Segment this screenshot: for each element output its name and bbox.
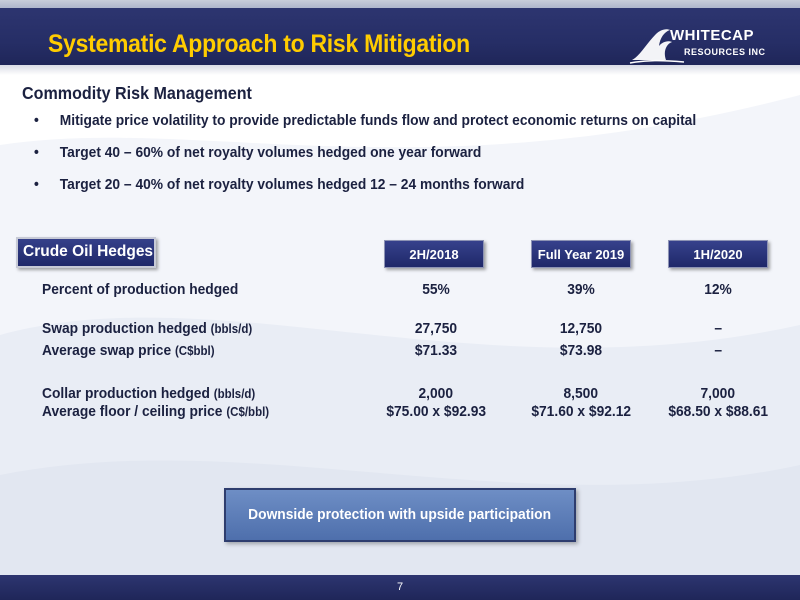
table-cell: 39% — [511, 281, 651, 298]
cell-value: 12,750 — [559, 320, 603, 337]
row-label-unit: (C$/bbl) — [226, 405, 270, 419]
table-cell: 7,000 — [648, 385, 788, 402]
bullet-item: • Target 40 – 60% of net royalty volumes … — [34, 144, 481, 161]
page-number: 7 — [396, 581, 404, 593]
row-label-unit: (bbls/d) — [213, 387, 256, 401]
cell-value: $71.33 — [414, 342, 458, 359]
table-cell: 55% — [366, 281, 506, 298]
row-label-text: Average floor / ceiling price — [42, 403, 223, 420]
section-heading: Commodity Risk Management — [22, 83, 252, 103]
bullet-dot: • — [34, 112, 39, 129]
row-label-percent-hedged: Percent of production hedged — [42, 281, 238, 298]
row-label-floor-ceiling-price: Average floor / ceiling price (C$/bbl) — [42, 403, 269, 420]
cell-value: $75.00 x $92.93 — [386, 403, 486, 420]
bullet-text: Target 40 – 60% of net royalty volumes h… — [59, 144, 482, 161]
column-header-1h-2020: 1H/2020 — [668, 240, 768, 268]
top-accent-strip — [0, 0, 800, 8]
row-label-text: Swap production hedged — [42, 320, 207, 337]
cell-value: $68.50 x $88.61 — [668, 403, 768, 420]
footer-bar: 7 — [0, 575, 800, 600]
cell-value: 2,000 — [418, 385, 454, 402]
header-bar: Systematic Approach to Risk Mitigation W… — [0, 8, 800, 65]
column-header-2h-2018: 2H/2018 — [384, 240, 484, 268]
cell-value: 27,750 — [414, 320, 458, 337]
wave-logo-icon — [629, 29, 685, 64]
table-cell: – — [648, 342, 788, 359]
table-cell: $73.98 — [511, 342, 651, 359]
row-label-unit: (bbls/d) — [210, 322, 253, 336]
row-label-swap-production: Swap production hedged (bbls/d) — [42, 320, 252, 337]
row-label-collar-production: Collar production hedged (bbls/d) — [42, 385, 255, 402]
table-cell: 2,000 — [366, 385, 506, 402]
header-shadow — [0, 65, 800, 75]
row-label-text: Collar production hedged — [42, 385, 210, 402]
table-cell: 12,750 — [511, 320, 651, 337]
cell-value: 12% — [704, 281, 732, 298]
cell-value: 39% — [567, 281, 595, 298]
cell-value: 7,000 — [700, 385, 736, 402]
cell-value: – — [714, 342, 722, 359]
page-title: Systematic Approach to Risk Mitigation — [48, 30, 470, 58]
logo-subtitle: RESOURCES INC — [684, 47, 766, 57]
callout-text: Downside protection with upside particip… — [248, 506, 552, 523]
whitecap-logo: WHITECAP RESOURCES INC — [626, 22, 794, 68]
bullet-text: Target 20 – 40% of net royalty volumes h… — [59, 176, 525, 193]
bullet-text: Mitigate price volatility to provide pre… — [59, 112, 697, 129]
table-cell: 12% — [648, 281, 788, 298]
table-cell: 8,500 — [511, 385, 651, 402]
row-label-unit: (C$bbl) — [174, 344, 215, 358]
bullet-item: • Mitigate price volatility to provide pr… — [34, 112, 696, 129]
logo-wordmark: WHITECAP — [670, 27, 754, 44]
row-label-text: Percent of production hedged — [42, 281, 239, 298]
bullet-dot: • — [34, 144, 39, 161]
table-cell: – — [648, 320, 788, 337]
table-cell: 27,750 — [366, 320, 506, 337]
table-cell: $71.60 x $92.12 — [511, 403, 651, 420]
bullet-dot: • — [34, 176, 39, 193]
cell-value: – — [714, 320, 722, 337]
row-label-text: Average swap price — [42, 342, 172, 359]
callout-box: Downside protection with upside particip… — [224, 488, 576, 542]
table-cell: $71.33 — [366, 342, 506, 359]
column-header-full-year-2019: Full Year 2019 — [531, 240, 631, 268]
crude-oil-hedges-label: Crude Oil Hedges — [16, 237, 156, 268]
table-cell: $68.50 x $88.61 — [648, 403, 788, 420]
table-cell: $75.00 x $92.93 — [366, 403, 506, 420]
cell-value: $71.60 x $92.12 — [531, 403, 631, 420]
bullet-item: • Target 20 – 40% of net royalty volumes … — [34, 176, 524, 193]
cell-value: $73.98 — [559, 342, 603, 359]
row-label-average-swap-price: Average swap price (C$bbl) — [42, 342, 215, 359]
cell-value: 55% — [422, 281, 450, 298]
cell-value: 8,500 — [563, 385, 599, 402]
